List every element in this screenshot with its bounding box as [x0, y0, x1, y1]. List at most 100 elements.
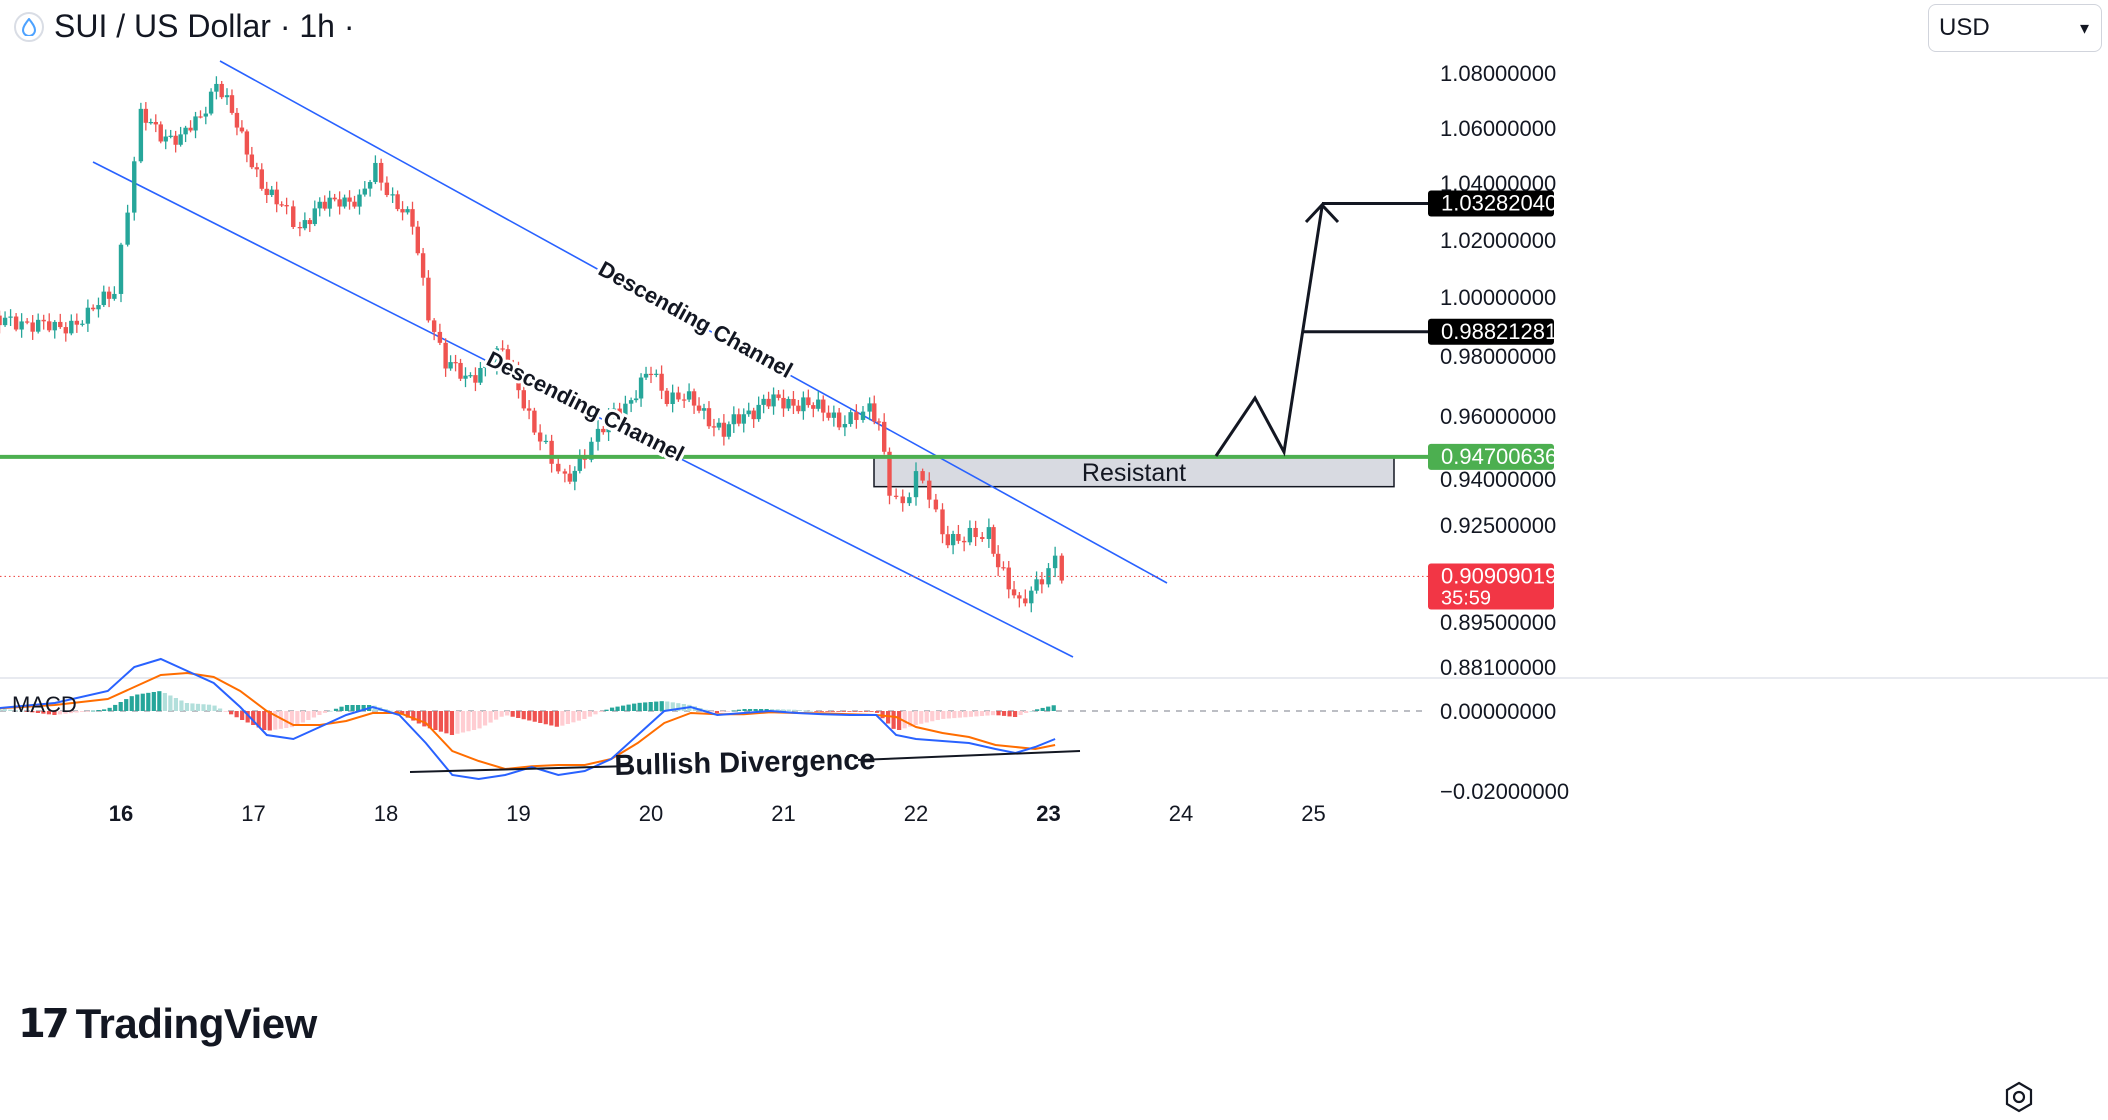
candle	[259, 163, 264, 191]
macd-histogram-bar	[825, 711, 830, 712]
candle	[882, 413, 887, 455]
candle	[638, 373, 644, 407]
candle	[601, 425, 606, 435]
tradingview-logo[interactable]: 17 TradingView	[18, 1000, 317, 1048]
channel-lower-line	[92, 161, 1074, 658]
candle	[927, 472, 932, 509]
candle-body	[601, 428, 606, 433]
candle	[35, 313, 41, 334]
candle-body	[431, 320, 437, 332]
candle	[198, 110, 203, 119]
candle-body	[771, 394, 776, 407]
candle-body	[373, 162, 378, 183]
candle	[317, 197, 322, 217]
macd-histogram-bar	[311, 711, 317, 718]
candle	[101, 285, 106, 307]
candle	[913, 462, 919, 506]
macd-histogram-bar	[1040, 707, 1045, 711]
candle	[731, 406, 737, 433]
macd-label: MACD	[12, 692, 77, 717]
macd-histogram-bar	[471, 711, 477, 730]
candle	[721, 414, 727, 446]
candle	[664, 388, 670, 407]
candle	[606, 408, 611, 441]
candle	[628, 397, 634, 413]
macd-histogram-bar	[168, 695, 173, 711]
macd-histogram-bar	[212, 705, 217, 711]
macd-histogram-bar	[328, 710, 333, 712]
candle-body	[806, 397, 811, 406]
grid	[0, 677, 2108, 712]
macd-histogram-bar	[747, 709, 753, 711]
macd-tick-label: −0.02000000	[1440, 779, 1569, 804]
candle	[332, 193, 337, 202]
candle-body	[453, 362, 458, 364]
candle	[203, 106, 208, 125]
macd-histogram-bar	[339, 706, 344, 711]
candle	[352, 195, 357, 209]
macd-histogram-bar	[1018, 711, 1023, 715]
chart-header: SUI / US Dollar · 1h ·	[14, 8, 355, 45]
candle-body	[532, 410, 537, 433]
macd-histogram-bar	[930, 711, 935, 722]
candle	[367, 179, 373, 197]
descending-channel-upper-label: Descending Channel	[594, 256, 797, 383]
symbol-title[interactable]: SUI / US Dollar · 1h ·	[54, 8, 355, 44]
macd-histogram-bar	[146, 692, 151, 711]
candle-body	[448, 362, 453, 369]
candle-body	[395, 194, 400, 210]
candle	[208, 88, 214, 116]
candle	[876, 418, 882, 431]
candle-body	[494, 348, 500, 367]
candle	[526, 400, 532, 420]
candle	[681, 393, 687, 408]
candle	[643, 366, 649, 380]
macd-histogram-bar	[19, 711, 24, 712]
candle-body	[736, 414, 741, 424]
candle	[907, 492, 912, 506]
candle-body	[468, 375, 473, 377]
currency-select[interactable]: USD ▾	[1928, 4, 2102, 52]
candle	[567, 464, 573, 485]
resistant-label: Resistant	[1082, 459, 1186, 487]
candle-body	[63, 327, 68, 334]
projection-path	[1214, 201, 1428, 457]
candle	[453, 354, 458, 372]
candle-body	[58, 321, 63, 328]
time-tick-label: 19	[506, 801, 530, 826]
candle	[811, 402, 816, 418]
candle	[214, 76, 219, 100]
candle-body	[74, 320, 80, 325]
macd-histogram-bar	[532, 711, 537, 722]
candle	[796, 399, 801, 414]
macd-panel: MACD Bullish Divergence	[0, 657, 1081, 782]
macd-histogram-bar	[516, 711, 521, 718]
candle	[426, 270, 431, 323]
candle-body	[332, 197, 337, 200]
candle	[297, 221, 303, 237]
candle	[950, 530, 956, 555]
candle-body	[312, 208, 317, 225]
macd-histogram-bar	[808, 710, 813, 712]
candle-body	[716, 422, 722, 428]
macd-histogram-bar	[880, 711, 885, 719]
price-tag-box	[1428, 190, 1554, 217]
candle-body	[47, 321, 52, 331]
macd-histogram-bar	[482, 711, 488, 726]
macd-histogram-bar	[968, 711, 974, 717]
settings-gear-icon[interactable]	[2002, 1080, 2036, 1114]
candle	[173, 130, 178, 153]
candle	[521, 386, 526, 411]
candle	[500, 340, 505, 352]
candle-body	[317, 201, 322, 209]
candle	[1029, 586, 1034, 613]
candle-body	[1011, 589, 1017, 596]
candle	[842, 415, 848, 437]
candle	[269, 185, 274, 197]
macd-histogram-bar	[797, 710, 802, 711]
macd-histogram-bar	[786, 709, 791, 711]
candle-body	[183, 127, 188, 135]
candle-body	[696, 405, 702, 411]
candle	[249, 146, 255, 170]
